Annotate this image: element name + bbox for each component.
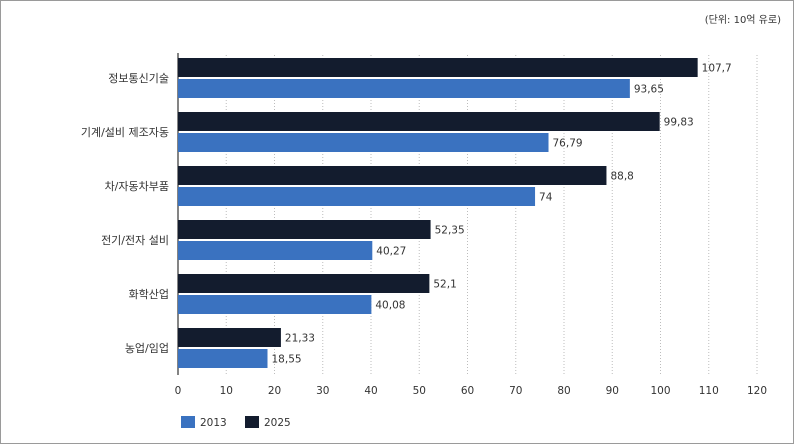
x-tick-label: 60 <box>461 385 474 397</box>
legend-swatch-2013 <box>181 416 195 428</box>
bar-value-label: 76,79 <box>553 138 583 150</box>
legend-swatch-2025 <box>245 416 259 428</box>
bar-value-label: 52,35 <box>435 225 465 237</box>
category-label: 차/자동차부품 <box>105 180 169 193</box>
legend-label: 2025 <box>264 417 291 429</box>
bar-value-label: 107,7 <box>702 63 732 75</box>
bar-2013-2 <box>178 187 536 206</box>
bar-2013-1 <box>178 133 549 152</box>
x-tick-label: 100 <box>650 385 670 397</box>
category-label: 전기/전자 설비 <box>101 234 169 247</box>
x-tick-label: 0 <box>175 385 182 397</box>
bar-value-label: 52,1 <box>433 279 456 291</box>
bar-2013-3 <box>178 241 373 260</box>
category-label: 기계/설비 제조자동 <box>81 126 169 139</box>
bar-2013-5 <box>178 349 268 368</box>
x-tick-label: 80 <box>557 385 570 397</box>
bar-2025-1 <box>178 112 660 131</box>
bar-2025-4 <box>178 274 430 293</box>
bar-2013-0 <box>178 79 630 98</box>
legend: 2013 2025 <box>181 416 291 429</box>
category-label: 화학산업 <box>129 288 169 301</box>
x-tick-label: 10 <box>220 385 233 397</box>
bars-group: 107,7 93,65 99,83 76,79 88,8 74 52,35 40,27 52,1… <box>178 58 732 368</box>
bar-value-label: 40,27 <box>376 246 406 258</box>
bar-2013-4 <box>178 295 372 314</box>
x-tick-label: 120 <box>747 385 767 397</box>
x-tick-label: 30 <box>316 385 329 397</box>
x-tick-label: 90 <box>606 385 619 397</box>
unit-label: (단위: 10억 유로) <box>705 13 781 26</box>
bar-value-label: 40,08 <box>375 300 405 312</box>
bar-2025-5 <box>178 328 281 347</box>
bar-2025-3 <box>178 220 431 239</box>
legend-label: 2013 <box>200 417 227 429</box>
bar-value-label: 21,33 <box>285 333 315 345</box>
bar-2025-0 <box>178 58 698 77</box>
grid-lines <box>177 53 758 375</box>
x-tick-label: 20 <box>268 385 281 397</box>
bar-value-label: 99,83 <box>664 117 694 129</box>
category-label: 농업/임업 <box>125 342 169 355</box>
x-tick-label: 70 <box>509 385 522 397</box>
bar-value-label: 93,65 <box>634 84 664 96</box>
x-tick-label: 50 <box>413 385 426 397</box>
bar-2025-2 <box>178 166 607 185</box>
bar-value-label: 18,55 <box>272 354 302 366</box>
bar-value-label: 88,8 <box>610 171 633 183</box>
category-label: 정보통신기술 <box>108 72 169 85</box>
x-tick-label: 40 <box>364 385 377 397</box>
x-axis-ticks: 0 10 20 30 40 50 60 70 80 90 100 110 120 <box>175 385 767 397</box>
x-tick-label: 110 <box>699 385 719 397</box>
bar-value-label: 74 <box>539 192 553 204</box>
